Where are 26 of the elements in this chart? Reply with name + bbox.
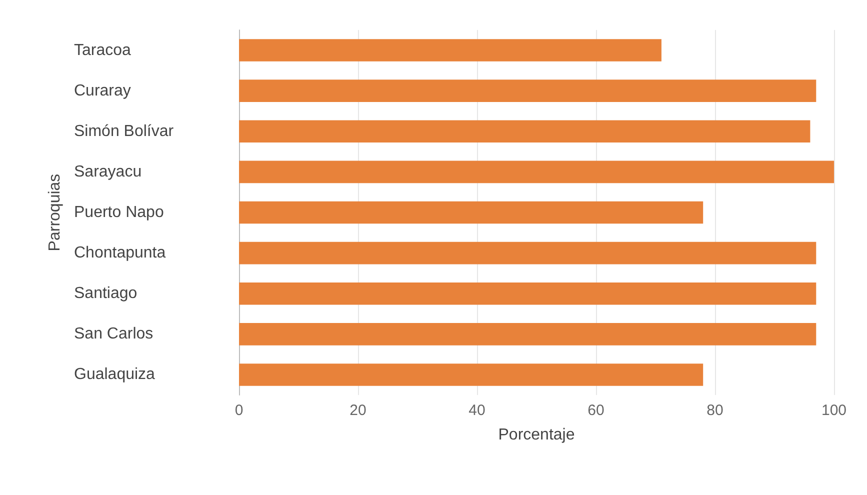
y-tick-label: Santiago	[74, 285, 138, 302]
x-tick-label: 20	[350, 402, 366, 419]
bar	[239, 201, 704, 224]
bar	[239, 160, 834, 184]
bar	[239, 39, 662, 62]
x-axis-title: Porcentaje	[498, 426, 575, 444]
bar	[239, 282, 816, 305]
y-tick-label: Simón Bolívar	[74, 122, 174, 140]
y-tick-label: San Carlos	[74, 326, 154, 343]
bar	[239, 242, 816, 264]
bar	[239, 80, 816, 102]
y-axis-title: Parroquias	[46, 174, 64, 252]
y-tick-label: Taracoa	[74, 42, 132, 59]
x-tick-label: 80	[706, 402, 724, 419]
y-tick-label: Curaray	[74, 82, 131, 100]
y-tick-label: Sarayacu	[74, 163, 142, 180]
x-tick-label: 60	[588, 402, 604, 419]
x-tick-label: 40	[468, 402, 486, 419]
bar	[239, 364, 704, 386]
x-tick-label: 0	[234, 402, 244, 419]
bar	[239, 120, 810, 143]
bar	[239, 323, 816, 346]
y-tick-label: Puerto Napo	[74, 204, 164, 221]
x-tick-label: 100	[821, 402, 847, 419]
y-tick-label: Gualaquiza	[74, 366, 156, 384]
y-tick-label: Chontapunta	[74, 244, 166, 262]
